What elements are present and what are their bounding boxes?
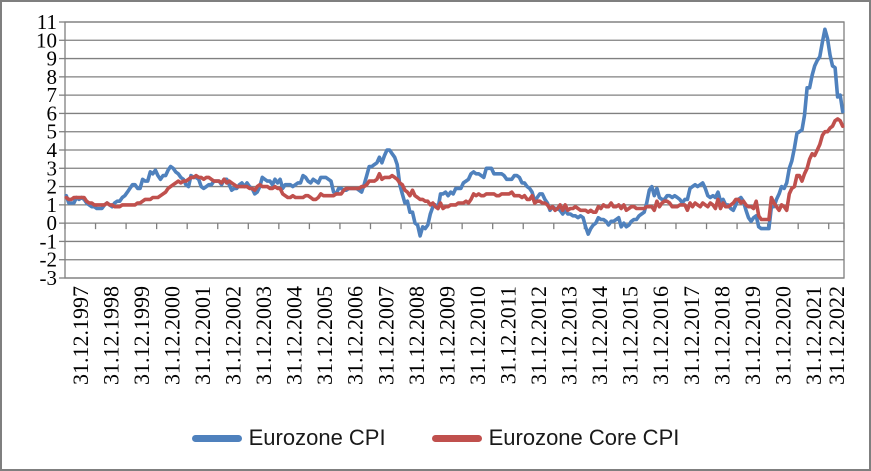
x-axis-label: 31.12.2012 [526, 286, 551, 385]
gridlines [65, 21, 844, 279]
legend-item-eurozone-core-cpi: Eurozone Core CPI [431, 425, 680, 450]
y-axis-label: 5 [47, 120, 58, 144]
x-axis-label: 31.12.2004 [282, 286, 307, 385]
x-axis-label: 31.12.2005 [312, 286, 337, 385]
x-axis-label: 31.12.2006 [343, 286, 368, 385]
x-axis-label: 31.12.2020 [770, 286, 795, 385]
x-axis-label: 31.12.1997 [68, 286, 93, 385]
y-axis-label: 1 [47, 193, 58, 217]
y-axis-label: -3 [40, 266, 58, 290]
y-axis-label: 8 [47, 65, 58, 89]
legend-label-eurozone-cpi: Eurozone CPI [248, 425, 386, 450]
y-axis-label: 7 [47, 83, 58, 107]
x-axis-label: 31.12.1999 [129, 286, 154, 385]
legend-label-eurozone-core-cpi: Eurozone Core CPI [488, 425, 680, 450]
eurozone-core-cpi-line [64, 117, 845, 222]
x-axis-label: 31.12.2013 [557, 286, 582, 385]
legend-item-eurozone-cpi: Eurozone CPI [191, 425, 386, 450]
y-axis-label: 0 [47, 211, 58, 235]
y-axis-label: 9 [47, 47, 58, 71]
x-axis-labels: 31.12.1997 31.12.1998 31.12.1999 31.12.2000… [68, 286, 849, 385]
legend-line-swatch-blue [191, 434, 242, 442]
x-axis-ticks [64, 223, 845, 230]
x-axis-label: 31.12.2015 [618, 286, 643, 385]
y-axis-label: 2 [47, 175, 58, 199]
y-axis-label: 6 [47, 101, 58, 125]
plot-border [64, 21, 845, 279]
y-axis-label: 4 [47, 138, 58, 162]
x-axis-label: 31.12.2021 [801, 286, 826, 385]
x-axis-label: 31.12.2008 [404, 286, 429, 385]
x-axis-label: 31.12.2007 [373, 286, 398, 385]
y-axis-label: -1 [40, 229, 58, 253]
x-axis-label: 31.12.1998 [98, 286, 123, 385]
x-axis-label: 31.12.2000 [159, 286, 184, 385]
x-axis-label: 31.12.2002 [221, 286, 246, 385]
x-axis-label: 31.12.2019 [740, 286, 765, 385]
y-axis-label: 11 [37, 10, 57, 34]
x-axis-label: 31.12.2010 [465, 286, 490, 385]
y-axis-label: 3 [47, 156, 58, 180]
legend-line-swatch-red [431, 434, 482, 442]
y-axis-ticks [59, 21, 65, 279]
y-axis-label: 10 [36, 28, 57, 52]
x-axis-label: 31.12.2014 [587, 286, 612, 385]
x-axis-label: 31.12.2003 [251, 286, 276, 385]
x-axis-label: 31.12.2016 [648, 286, 673, 385]
chart-legend: Eurozone CPI Eurozone Core CPI [2, 421, 869, 455]
x-axis-label: 31.12.2009 [434, 286, 459, 385]
x-axis-label: 31.12.2001 [190, 286, 215, 385]
y-axis-label: -2 [40, 248, 58, 272]
x-axis-label: 31.12.2022 [824, 286, 849, 385]
x-axis-label: 31.12.2011 [496, 286, 521, 384]
x-axis-label: 31.12.2018 [709, 286, 734, 385]
x-axis-label: 31.12.2017 [679, 286, 704, 385]
